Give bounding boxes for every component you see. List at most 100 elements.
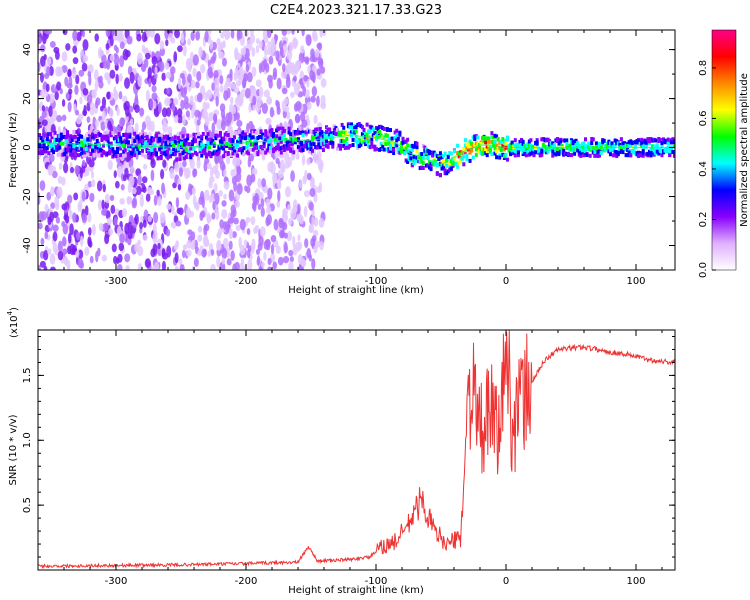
spectrogram-cell xyxy=(109,108,114,118)
spectrogram-cell xyxy=(150,148,154,153)
spectrogram-cell xyxy=(225,152,229,157)
spectrogram-cell xyxy=(590,137,594,142)
spectrogram-cell xyxy=(287,139,291,144)
spectrogram-cell xyxy=(243,136,247,141)
spectrogram-cell xyxy=(654,138,658,143)
spectrogram-cell xyxy=(256,152,260,157)
spectrogram-cell xyxy=(311,258,316,270)
spectrogram-cell xyxy=(119,233,125,244)
spectrogram-cell xyxy=(270,37,276,49)
spectrogram-cell xyxy=(376,126,380,131)
spectrogram-cell xyxy=(46,30,53,35)
spectrogram-cell xyxy=(101,199,105,210)
spectrogram-cell xyxy=(257,178,262,189)
spectrogram-cell xyxy=(208,141,212,146)
spectrogram-cell xyxy=(147,138,151,143)
spectrogram-cell xyxy=(652,137,656,142)
spectrogram-cell xyxy=(219,84,224,93)
spectrogram-cell xyxy=(488,149,492,154)
spectrogram-cell xyxy=(213,69,219,79)
spectrogram-cell xyxy=(183,138,187,143)
spectrogram-cell xyxy=(323,132,327,137)
spectrogram-cell xyxy=(618,149,622,154)
spectrogram-cell xyxy=(443,168,447,173)
spectrogram-cell xyxy=(223,150,227,155)
spectrogram-cell xyxy=(339,138,343,143)
spectrogram-cell xyxy=(243,132,247,137)
spectrogram-cell xyxy=(267,187,273,200)
spectrogram-cell xyxy=(560,150,564,155)
spectrogram-cell xyxy=(309,140,313,145)
spectrogram-cell xyxy=(89,255,94,264)
spectrogram-cell xyxy=(170,149,174,154)
spectrogram-cell xyxy=(498,155,502,160)
spectrogram-cell xyxy=(467,144,470,149)
spectrogram-cell xyxy=(429,150,433,155)
spectrogram-cell xyxy=(345,131,349,136)
spectrogram-cell xyxy=(465,145,469,150)
spectrogram-cell xyxy=(95,151,99,156)
spectrogram-cell xyxy=(345,136,349,141)
spectrogram-cell xyxy=(201,196,205,209)
spectrogram-cell xyxy=(370,125,374,130)
spectrogram-cell xyxy=(158,134,162,139)
spectrogram-cell xyxy=(109,143,113,148)
spectrogram-cell xyxy=(216,241,222,251)
snr-frame xyxy=(37,329,676,571)
spectrogram-cell xyxy=(176,136,180,141)
spectrogram-cell xyxy=(73,134,77,139)
spectrogram-cell xyxy=(243,239,248,247)
spectrogram-cell xyxy=(272,149,275,154)
spectrogram-cell xyxy=(242,130,246,135)
spectrogram-cell xyxy=(538,152,542,157)
spectrogram-cell xyxy=(284,140,288,145)
spectrogram-cell xyxy=(485,153,489,158)
spectrogram-cell xyxy=(119,117,126,127)
spectrogram-cell xyxy=(114,180,120,189)
spectrogram-cell xyxy=(216,37,221,47)
spectrogram-cell xyxy=(315,127,319,132)
spectrogram-cell xyxy=(123,132,127,137)
spectrogram-cell xyxy=(148,139,152,144)
spectrogram-cell xyxy=(295,100,302,111)
spectrogram-cell xyxy=(367,144,371,149)
spectrogram-cell xyxy=(312,142,316,147)
spectrogram-cell xyxy=(608,141,612,146)
spectrogram-cell xyxy=(672,144,675,149)
spectrogram-cell xyxy=(413,143,417,148)
spectrogram-cell xyxy=(345,141,349,146)
spectrogram-cell xyxy=(257,149,261,154)
spectrogram-cell xyxy=(320,94,326,107)
spectrogram-cell xyxy=(304,142,308,147)
spectrogram-cell xyxy=(282,133,286,138)
spectrogram-cell xyxy=(151,152,155,157)
spectrogram-cell xyxy=(172,152,176,157)
spectrogram-cell xyxy=(524,144,528,149)
spectrogram-cell xyxy=(345,145,349,150)
spectrogram-cell xyxy=(39,260,46,268)
spectrogram-cell xyxy=(104,193,110,204)
x-tick-label: 100 xyxy=(626,576,645,587)
spectrogram-cell xyxy=(145,258,151,268)
spectrogram-cell xyxy=(228,189,235,202)
spectrogram-cell xyxy=(248,147,252,152)
spectrogram-cell xyxy=(97,132,101,137)
spectrogram-cell xyxy=(192,137,196,142)
spectrogram-cell xyxy=(633,151,637,156)
spectrogram-cell xyxy=(392,147,396,152)
spectrogram-cell xyxy=(220,120,226,131)
spectrogram-cell xyxy=(619,144,623,149)
spectrogram-cell xyxy=(510,140,514,145)
spectrogram-cell xyxy=(126,35,133,45)
spectrogram-cell xyxy=(154,261,160,270)
spectrogram-cell xyxy=(239,147,243,152)
spectrogram-cell xyxy=(58,145,62,150)
spectrogram-cell xyxy=(75,250,80,258)
spectrogram-cell xyxy=(83,153,87,158)
spectrogram-cell xyxy=(77,137,80,142)
spectrogram-cell xyxy=(218,143,222,148)
spectrogram-cell xyxy=(59,132,63,137)
spectrogram-cell xyxy=(378,124,382,129)
spectrogram-cell xyxy=(663,138,667,143)
spectrogram-cell xyxy=(602,148,606,153)
